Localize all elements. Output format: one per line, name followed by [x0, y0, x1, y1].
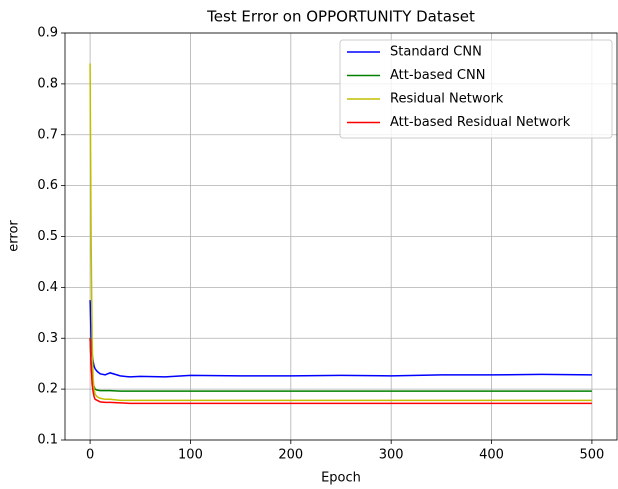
legend: Standard CNN Att-based CNN Residual Networ…: [339, 39, 613, 139]
legend-label: Residual Network: [390, 92, 504, 107]
x-tick-label: 200: [278, 448, 303, 463]
data-line: [89, 338, 592, 392]
plot-frame: [64, 32, 618, 441]
chart-title: Test Error on OPPORTUNITY Dataset: [206, 8, 475, 26]
y-tick-label: 0.1: [37, 433, 58, 448]
legend-box: [339, 39, 613, 139]
data-line: [89, 63, 592, 402]
y-tick-label: 0.3: [37, 331, 58, 346]
legend-label: Att-based Residual Network: [390, 115, 571, 130]
x-tick-label: 500: [579, 448, 604, 463]
x-tick-label: 0: [86, 448, 94, 463]
y-tick-label: 0.6: [37, 178, 58, 193]
y-tick-label: 0.9: [37, 26, 58, 41]
x-tick-label: 100: [178, 448, 203, 463]
y-tick-label: 0.2: [37, 382, 58, 397]
y-tick-label: 0.5: [37, 229, 58, 244]
legend-label: Standard CNN: [390, 45, 482, 60]
x-axis-label: Epoch: [321, 471, 361, 486]
y-tick-label: 0.7: [37, 127, 58, 142]
legend-label: Att-based CNN: [390, 68, 485, 83]
x-tick-label: 400: [479, 448, 504, 463]
data-line: [89, 300, 592, 378]
data-line: [89, 338, 592, 405]
y-tick-label: 0.4: [37, 280, 58, 295]
x-tick-label: 300: [379, 448, 404, 463]
y-axis-label: error: [7, 220, 22, 252]
y-tick-label: 0.8: [37, 76, 58, 91]
